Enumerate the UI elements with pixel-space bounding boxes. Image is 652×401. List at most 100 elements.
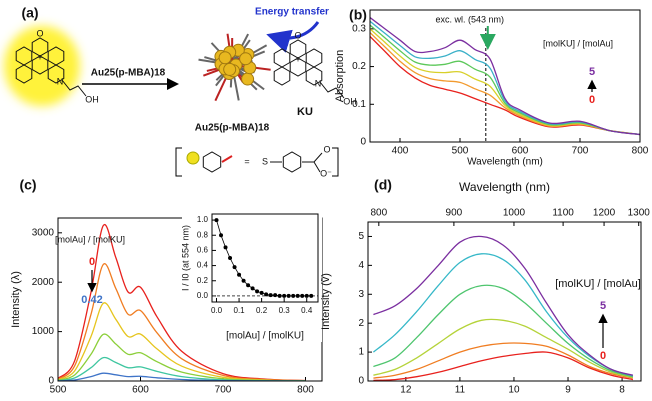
y-tick-label: 2 — [358, 318, 364, 329]
y-axis-label: Absorption — [334, 50, 346, 103]
scheme: (a) Au25(p-MBA)18 Energy transfer KU Au2… — [4, 5, 357, 178]
y-tick-label: 1 — [358, 347, 364, 358]
series-line — [370, 35, 640, 136]
marker — [277, 293, 282, 298]
atom-label: O — [323, 144, 330, 154]
y-tick-label: 0.3 — [352, 23, 366, 34]
marker — [309, 293, 314, 298]
y-axis-label: Intensity (ṽ) — [320, 273, 332, 330]
series-line — [370, 16, 640, 136]
marker — [295, 293, 300, 298]
arrow-label: Au25(p-MBA)18 — [91, 68, 166, 79]
marker — [223, 245, 228, 250]
atom-label: O — [294, 30, 301, 40]
x-tick-label: 400 — [392, 146, 409, 157]
atom-label: + — [37, 52, 42, 62]
x2-tick-label: 1000 — [503, 208, 526, 219]
marker — [214, 218, 219, 223]
y-tick-label: 1.0 — [197, 215, 209, 224]
chart: 500 600 700 800 0 1000 2000 3000 Intensity (λ) (c… — [10, 177, 323, 396]
y-tick-label: 0.4 — [197, 261, 209, 270]
energy-label: Energy transfer — [255, 7, 329, 18]
legend-title: [molKU] / [molAu] — [543, 38, 613, 48]
y-tick-label: 0.0 — [197, 291, 209, 300]
marker — [264, 292, 269, 297]
energy-arrow — [266, 21, 320, 53]
x-tick-label: 500 — [452, 146, 469, 157]
y-tick-label: 0.8 — [197, 230, 209, 239]
legend-end: 5 — [600, 300, 606, 312]
ring — [31, 55, 49, 75]
ring — [47, 64, 65, 84]
chain — [319, 81, 345, 99]
y-tick-label: 3000 — [32, 227, 55, 238]
panel-label: (d) — [374, 177, 392, 193]
x-tick-label: 9 — [565, 385, 571, 396]
au-atom — [223, 62, 237, 76]
plot-frame — [367, 221, 642, 382]
panel-label: (b) — [349, 7, 367, 23]
y-tick-label: 0.2 — [197, 276, 209, 285]
ring — [202, 151, 222, 173]
panel-label: (a) — [21, 5, 38, 21]
series-line — [373, 235, 634, 376]
x-tick-label: 500 — [50, 385, 67, 396]
y-tick-label: 0.2 — [352, 61, 366, 72]
series-line — [372, 253, 634, 377]
series-line — [373, 342, 634, 379]
y-tick-label: 2000 — [32, 277, 55, 288]
marker — [250, 286, 255, 291]
marker — [268, 293, 273, 298]
excitation-label: exc. wl. (543 nm) — [436, 14, 505, 24]
au-ball — [186, 151, 200, 165]
marker — [241, 278, 246, 283]
marker — [232, 265, 237, 270]
x2-axis-label: Wavelength (nm) — [459, 180, 550, 194]
marker — [237, 272, 242, 277]
x-axis-label: Wavelength (nm) — [467, 157, 543, 168]
legend-start: 0 — [589, 94, 595, 106]
x-tick-label: 11 — [455, 385, 466, 396]
x-tick-label: 0.3 — [279, 306, 291, 315]
y-tick-label: 0 — [48, 376, 54, 387]
y-tick-label: 4 — [358, 260, 364, 271]
ring — [305, 48, 323, 68]
x-tick-label: 0.1 — [234, 306, 246, 315]
series-line — [216, 219, 312, 297]
x-tick-label: 0.0 — [211, 306, 223, 315]
atom-label: S — [262, 156, 268, 166]
legend-start: 0 — [89, 256, 95, 268]
legend-end: 0.42 — [81, 294, 102, 306]
inset-background — [182, 210, 322, 342]
series-line — [373, 284, 634, 378]
series-line — [58, 224, 306, 381]
atom-label: OH — [85, 94, 99, 104]
chart: 0.0 0.1 0.2 0.3 0.4 0.0 0.2 0.4 0.6 0.8 1.0 [molAu]… — [180, 210, 322, 342]
legend-title: [molKU] / [molAu] — [555, 278, 641, 290]
series-line — [370, 28, 640, 136]
x-tick-label: 12 — [400, 385, 412, 396]
ring — [289, 57, 307, 77]
ring — [273, 48, 291, 68]
x-tick-label: 800 — [632, 146, 649, 157]
atom-label: O⁻ — [320, 168, 332, 178]
x2-tick-label: 800 — [370, 208, 387, 219]
legend-end: 5 — [589, 66, 595, 78]
series-line — [373, 318, 634, 379]
y-tick-label: 1000 — [32, 326, 55, 337]
x-tick-label: 600 — [132, 385, 149, 396]
series-line — [370, 24, 640, 136]
ku-label: KU — [297, 106, 313, 118]
y-tick-label: 3 — [358, 289, 364, 300]
legend-start: 0 — [600, 350, 606, 362]
x-axis-label: [molAu] / [molKU] — [226, 331, 304, 342]
marker — [246, 283, 251, 288]
ring — [282, 151, 302, 173]
x2-tick-label: 1300 — [628, 208, 651, 219]
bond — [302, 152, 323, 173]
bracket — [175, 147, 339, 177]
ring — [273, 66, 291, 86]
glow — [4, 26, 80, 106]
x2-tick-label: 900 — [446, 208, 463, 219]
